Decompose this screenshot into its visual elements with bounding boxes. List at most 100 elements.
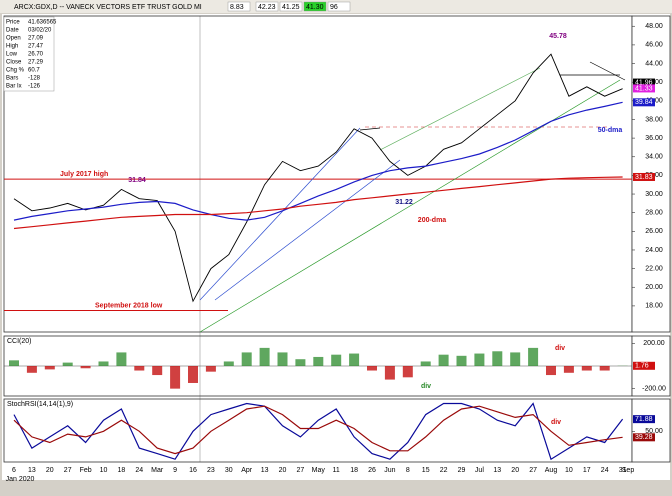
bar bbox=[581, 366, 592, 371]
info-label: Date bbox=[6, 28, 19, 34]
annotation: 50-dma bbox=[598, 127, 623, 134]
y-tick-label: 22.00 bbox=[645, 265, 663, 272]
annotation: 31.84 bbox=[128, 177, 146, 184]
x-tick-label: Jun bbox=[384, 467, 395, 474]
x-tick-label: 31 bbox=[619, 467, 627, 474]
x-tick-label: 9 bbox=[173, 467, 177, 474]
last-tag-label: 41.96 bbox=[635, 79, 653, 86]
info-label: Price bbox=[6, 20, 20, 26]
info-label: Open bbox=[6, 36, 21, 42]
bar bbox=[80, 366, 91, 369]
y-tick-label: 28.00 bbox=[645, 210, 663, 217]
bar bbox=[116, 352, 127, 366]
panel-title: StochRSI(14,14(1),9) bbox=[7, 401, 73, 408]
x-tick-label: 20 bbox=[511, 467, 519, 474]
bar bbox=[134, 366, 145, 371]
bar bbox=[259, 347, 270, 366]
x-tick-label: Feb bbox=[80, 467, 92, 474]
x-tick-label: May bbox=[312, 467, 326, 474]
trend-line bbox=[589, 61, 626, 81]
bar bbox=[510, 352, 521, 366]
x-tick-label: 8 bbox=[406, 467, 410, 474]
info-value: 27.47 bbox=[28, 44, 44, 50]
bar bbox=[98, 361, 109, 366]
x-tick-label: 29 bbox=[458, 467, 466, 474]
x-tick-label: Mar bbox=[151, 467, 164, 474]
last-tag bbox=[633, 98, 655, 107]
y-tick-label: 36.00 bbox=[645, 135, 663, 142]
y-tick-label: 34.00 bbox=[645, 154, 663, 161]
info-label: Chg % bbox=[6, 68, 25, 74]
y-tick-label: 50.00 bbox=[645, 428, 663, 435]
trend-line bbox=[199, 127, 361, 301]
header-value: 41.30 bbox=[306, 4, 324, 11]
x-tick-label: Aug bbox=[545, 467, 558, 474]
x-tick-label: 17 bbox=[583, 467, 591, 474]
annotation: 31.22 bbox=[395, 199, 413, 206]
bar bbox=[456, 355, 467, 366]
last-tag-label: 1.76 bbox=[635, 363, 649, 370]
info-value: 27.09 bbox=[28, 36, 44, 42]
info-value: 26.70 bbox=[28, 52, 44, 58]
x-tick-label: 18 bbox=[350, 467, 358, 474]
x-tick-label: 20 bbox=[46, 467, 54, 474]
series-line bbox=[13, 101, 623, 221]
info-label: Bar Ix bbox=[6, 84, 22, 90]
bar bbox=[474, 353, 485, 366]
chart-area bbox=[2, 14, 670, 480]
trend-line bbox=[379, 67, 541, 151]
bar bbox=[563, 366, 574, 373]
series-line bbox=[13, 405, 623, 455]
y-tick-label: -200.00 bbox=[642, 385, 666, 392]
annotation: div bbox=[551, 419, 561, 426]
series-line bbox=[13, 53, 623, 303]
x-tick-label: 24 bbox=[135, 467, 143, 474]
bar bbox=[599, 366, 610, 371]
header-value: 8.83 bbox=[230, 4, 244, 11]
last-tag bbox=[633, 84, 655, 93]
bar bbox=[188, 366, 198, 383]
annotation: 45.78 bbox=[549, 33, 567, 40]
y-tick-label: 24.00 bbox=[645, 247, 663, 254]
last-tag-label: 39.28 bbox=[635, 434, 653, 441]
bar bbox=[438, 354, 449, 366]
last-tag-label: 39.84 bbox=[635, 99, 653, 106]
last-tag bbox=[633, 433, 655, 442]
bar bbox=[492, 351, 503, 366]
header-value-box bbox=[255, 1, 279, 12]
last-tag bbox=[633, 78, 655, 87]
header-value-box bbox=[279, 1, 303, 12]
annotation: 200-dma bbox=[418, 217, 447, 224]
reference-label: September 2018 low bbox=[95, 302, 163, 309]
x-start-label: Jan 2020 bbox=[6, 476, 35, 483]
y-tick-label: 38.00 bbox=[645, 116, 663, 123]
x-tick-label: 22 bbox=[440, 467, 448, 474]
x-tick-label: 10 bbox=[100, 467, 108, 474]
y-tick-label: 20.00 bbox=[645, 284, 663, 291]
bar bbox=[241, 352, 252, 366]
bar bbox=[331, 354, 342, 366]
x-tick-label: 18 bbox=[118, 467, 126, 474]
header-value: 96 bbox=[330, 4, 338, 11]
bar bbox=[9, 360, 19, 366]
bar bbox=[295, 359, 306, 366]
bar bbox=[546, 366, 556, 376]
x-tick-label: 10 bbox=[565, 467, 573, 474]
last-tag bbox=[633, 172, 655, 181]
bar bbox=[349, 353, 360, 366]
info-box bbox=[3, 16, 55, 92]
x-tick-label: 11 bbox=[333, 467, 340, 474]
bar bbox=[420, 361, 431, 366]
x-tick-label: 13 bbox=[261, 467, 269, 474]
x-tick-label: 26 bbox=[368, 467, 376, 474]
bar bbox=[384, 366, 395, 380]
bar bbox=[170, 366, 181, 389]
info-label: Low bbox=[6, 52, 18, 58]
x-tick-label: 30 bbox=[225, 467, 233, 474]
header-value: 41.25 bbox=[282, 4, 300, 11]
info-value: 41.636565 bbox=[28, 20, 57, 26]
last-tag-label: 41.33 bbox=[635, 85, 653, 92]
header-value-box bbox=[303, 1, 327, 12]
y-tick-label: 44.00 bbox=[645, 60, 663, 67]
bar bbox=[277, 352, 288, 366]
